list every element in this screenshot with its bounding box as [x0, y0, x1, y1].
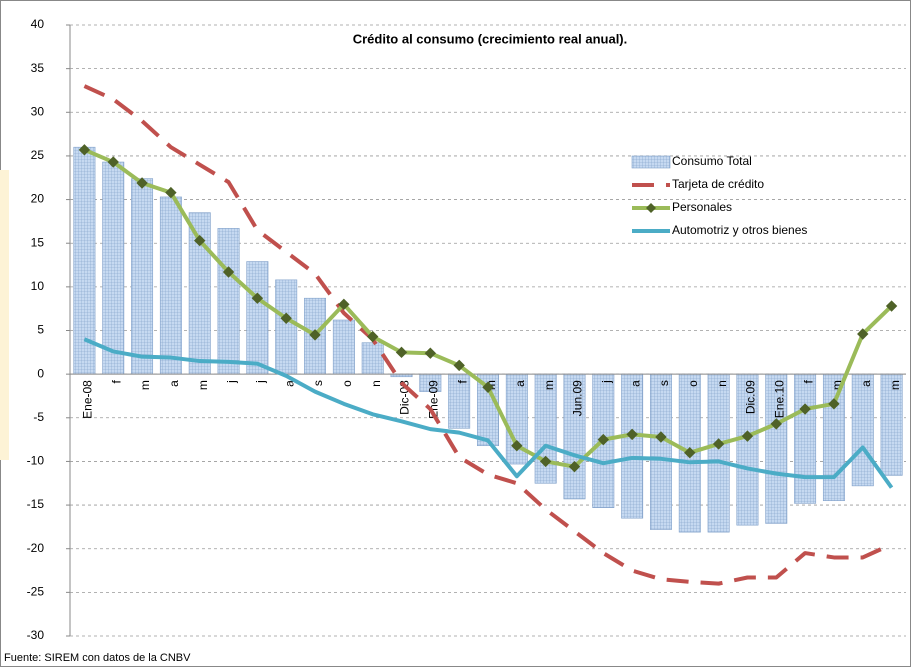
- x-tick-label: Jun.09: [571, 380, 585, 416]
- bar: [649, 373, 672, 530]
- line-marker: [280, 312, 292, 324]
- y-tick-label: -25: [27, 585, 45, 599]
- legend-swatch: [631, 155, 671, 169]
- y-tick-label: -10: [27, 454, 45, 468]
- line-marker: [857, 328, 869, 340]
- legend-marker: [646, 203, 656, 213]
- y-tick-label: 0: [37, 366, 44, 380]
- bar: [851, 373, 874, 487]
- y-tick-label: 40: [31, 17, 45, 31]
- x-tick-label: s: [657, 380, 671, 386]
- line-marker: [655, 431, 667, 443]
- x-tick-label: s: [311, 380, 325, 386]
- x-tick-label: n: [369, 380, 383, 387]
- line-marker: [424, 347, 437, 359]
- x-tick-label: m: [542, 380, 556, 390]
- y-tick-label: 5: [37, 323, 44, 337]
- y-tick-label: -15: [27, 497, 45, 511]
- line-marker: [222, 266, 235, 278]
- line-marker: [309, 329, 321, 341]
- x-tick-label: f: [109, 379, 123, 383]
- y-tick-label: -5: [33, 410, 44, 424]
- x-tick-label: m: [830, 380, 844, 390]
- x-tick-label: Ene-08: [81, 380, 95, 419]
- line-marker: [338, 298, 350, 311]
- y-tick-label: -20: [27, 541, 45, 555]
- line-marker: [107, 156, 119, 168]
- x-tick-label: o: [686, 380, 700, 387]
- x-tick-label: Ene.10: [772, 380, 786, 418]
- bar: [822, 373, 845, 502]
- y-tick-label: 15: [31, 235, 45, 249]
- x-tick-label: a: [167, 380, 181, 387]
- line-marker: [251, 292, 264, 304]
- bar: [131, 178, 154, 375]
- source-note: Fuente: SIREM con datos de la CNBV: [4, 652, 191, 664]
- x-tick-label: m: [196, 380, 210, 390]
- line-marker: [165, 186, 177, 199]
- x-tick-label: Dic.09: [744, 380, 758, 414]
- bar: [707, 373, 730, 533]
- line-marker: [626, 428, 638, 441]
- line-marker: [885, 300, 898, 312]
- legend-label: Consumo Total: [672, 154, 752, 168]
- x-tick-label: j: [599, 380, 613, 384]
- y-tick-label: 35: [31, 61, 45, 75]
- line-marker: [770, 418, 782, 430]
- x-tick-label: a: [513, 380, 527, 387]
- x-tick-label: a: [628, 380, 642, 387]
- y-tick-label: 25: [31, 148, 45, 162]
- bar: [332, 319, 355, 375]
- bar: [159, 196, 182, 375]
- x-tick-label: j: [225, 380, 239, 384]
- line-marker: [136, 177, 148, 189]
- line-marker: [395, 346, 408, 359]
- bar: [217, 228, 240, 375]
- line-marker: [482, 381, 494, 393]
- line-marker: [453, 359, 465, 372]
- legend-label: Tarjeta de crédito: [672, 177, 764, 191]
- x-tick-label: f: [801, 379, 815, 383]
- bar: [361, 342, 384, 375]
- bar: [246, 261, 269, 375]
- y-tick-label: 20: [31, 192, 45, 206]
- line-marker: [799, 403, 811, 415]
- bar: [794, 373, 817, 504]
- bar: [621, 373, 644, 519]
- y-tick-label: 10: [31, 279, 45, 293]
- line-marker: [366, 330, 379, 343]
- line-marker: [194, 234, 206, 247]
- x-tick-label: m: [138, 380, 152, 390]
- y-tick-label: -30: [27, 628, 45, 642]
- side-stripe: [0, 170, 9, 460]
- line-marker: [828, 398, 840, 410]
- line-marker: [684, 446, 696, 459]
- x-tick-label: n: [715, 380, 729, 387]
- x-tick-label: o: [340, 380, 354, 387]
- x-tick-label: a: [282, 380, 296, 387]
- x-tick-label: j: [254, 380, 268, 384]
- legend-label: Personales: [672, 200, 732, 214]
- x-tick-label: m: [888, 380, 902, 390]
- line-marker: [568, 460, 581, 473]
- line-marker: [539, 455, 552, 468]
- bar: [275, 279, 298, 375]
- chart-title: Crédito al consumo (crecimiento real anu…: [353, 31, 628, 46]
- bar: [102, 161, 125, 375]
- series-line: [83, 337, 894, 489]
- line-marker: [511, 440, 523, 452]
- line-marker: [712, 438, 725, 450]
- y-tick-label: 30: [31, 104, 45, 118]
- line-marker: [78, 144, 91, 156]
- line-marker: [741, 430, 754, 442]
- line-marker: [597, 433, 610, 446]
- x-tick-label: a: [859, 380, 873, 387]
- x-tick-label: f: [455, 379, 469, 383]
- legend-label: Automotriz y otros bienes: [672, 223, 807, 237]
